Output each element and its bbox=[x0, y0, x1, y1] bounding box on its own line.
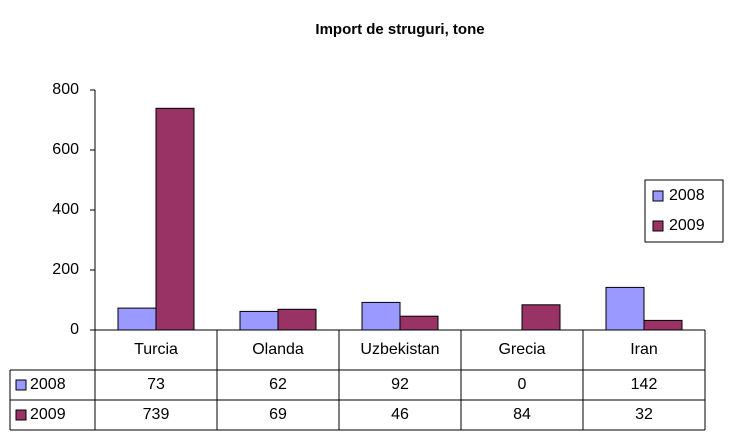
bar bbox=[643, 319, 683, 331]
table-value: 69 bbox=[269, 406, 287, 423]
x-tick-label: Turcia bbox=[134, 341, 178, 358]
x-tick-label: Grecia bbox=[498, 341, 545, 358]
x-tick-label: Uzbekistan bbox=[360, 341, 439, 358]
table-value: 46 bbox=[391, 406, 409, 423]
table-value: 142 bbox=[631, 376, 658, 393]
x-tick-label: Olanda bbox=[252, 341, 304, 358]
bar bbox=[361, 301, 401, 331]
table-value: 73 bbox=[147, 376, 165, 393]
table-key bbox=[15, 379, 27, 391]
legend-box bbox=[644, 179, 724, 243]
legend-label: 2008 bbox=[669, 187, 705, 204]
y-tick-label: 200 bbox=[52, 261, 79, 278]
table-value: 0 bbox=[518, 376, 527, 393]
bar bbox=[239, 310, 279, 331]
table-value: 739 bbox=[143, 406, 170, 423]
y-tick-label: 800 bbox=[52, 81, 79, 98]
y-tick-label: 600 bbox=[52, 141, 79, 158]
legend-key bbox=[652, 190, 664, 202]
table-value: 84 bbox=[513, 406, 531, 423]
table-key bbox=[15, 409, 27, 421]
legend-key bbox=[652, 220, 664, 232]
table-value: 32 bbox=[635, 406, 653, 423]
bar bbox=[605, 286, 645, 331]
chart-title: Import de struguri, tone bbox=[315, 21, 484, 38]
bar bbox=[399, 315, 439, 331]
y-tick-label: 400 bbox=[52, 201, 79, 218]
table-value: 92 bbox=[391, 376, 409, 393]
table-row-label: 2008 bbox=[30, 376, 66, 393]
bar bbox=[117, 307, 157, 331]
legend-label: 2009 bbox=[669, 217, 705, 234]
y-tick-label: 0 bbox=[70, 321, 79, 338]
x-tick-label: Iran bbox=[630, 341, 658, 358]
bar bbox=[277, 308, 317, 331]
table-row-label: 2009 bbox=[30, 406, 66, 423]
table-value: 62 bbox=[269, 376, 287, 393]
bar bbox=[155, 107, 195, 331]
bar bbox=[521, 304, 561, 331]
